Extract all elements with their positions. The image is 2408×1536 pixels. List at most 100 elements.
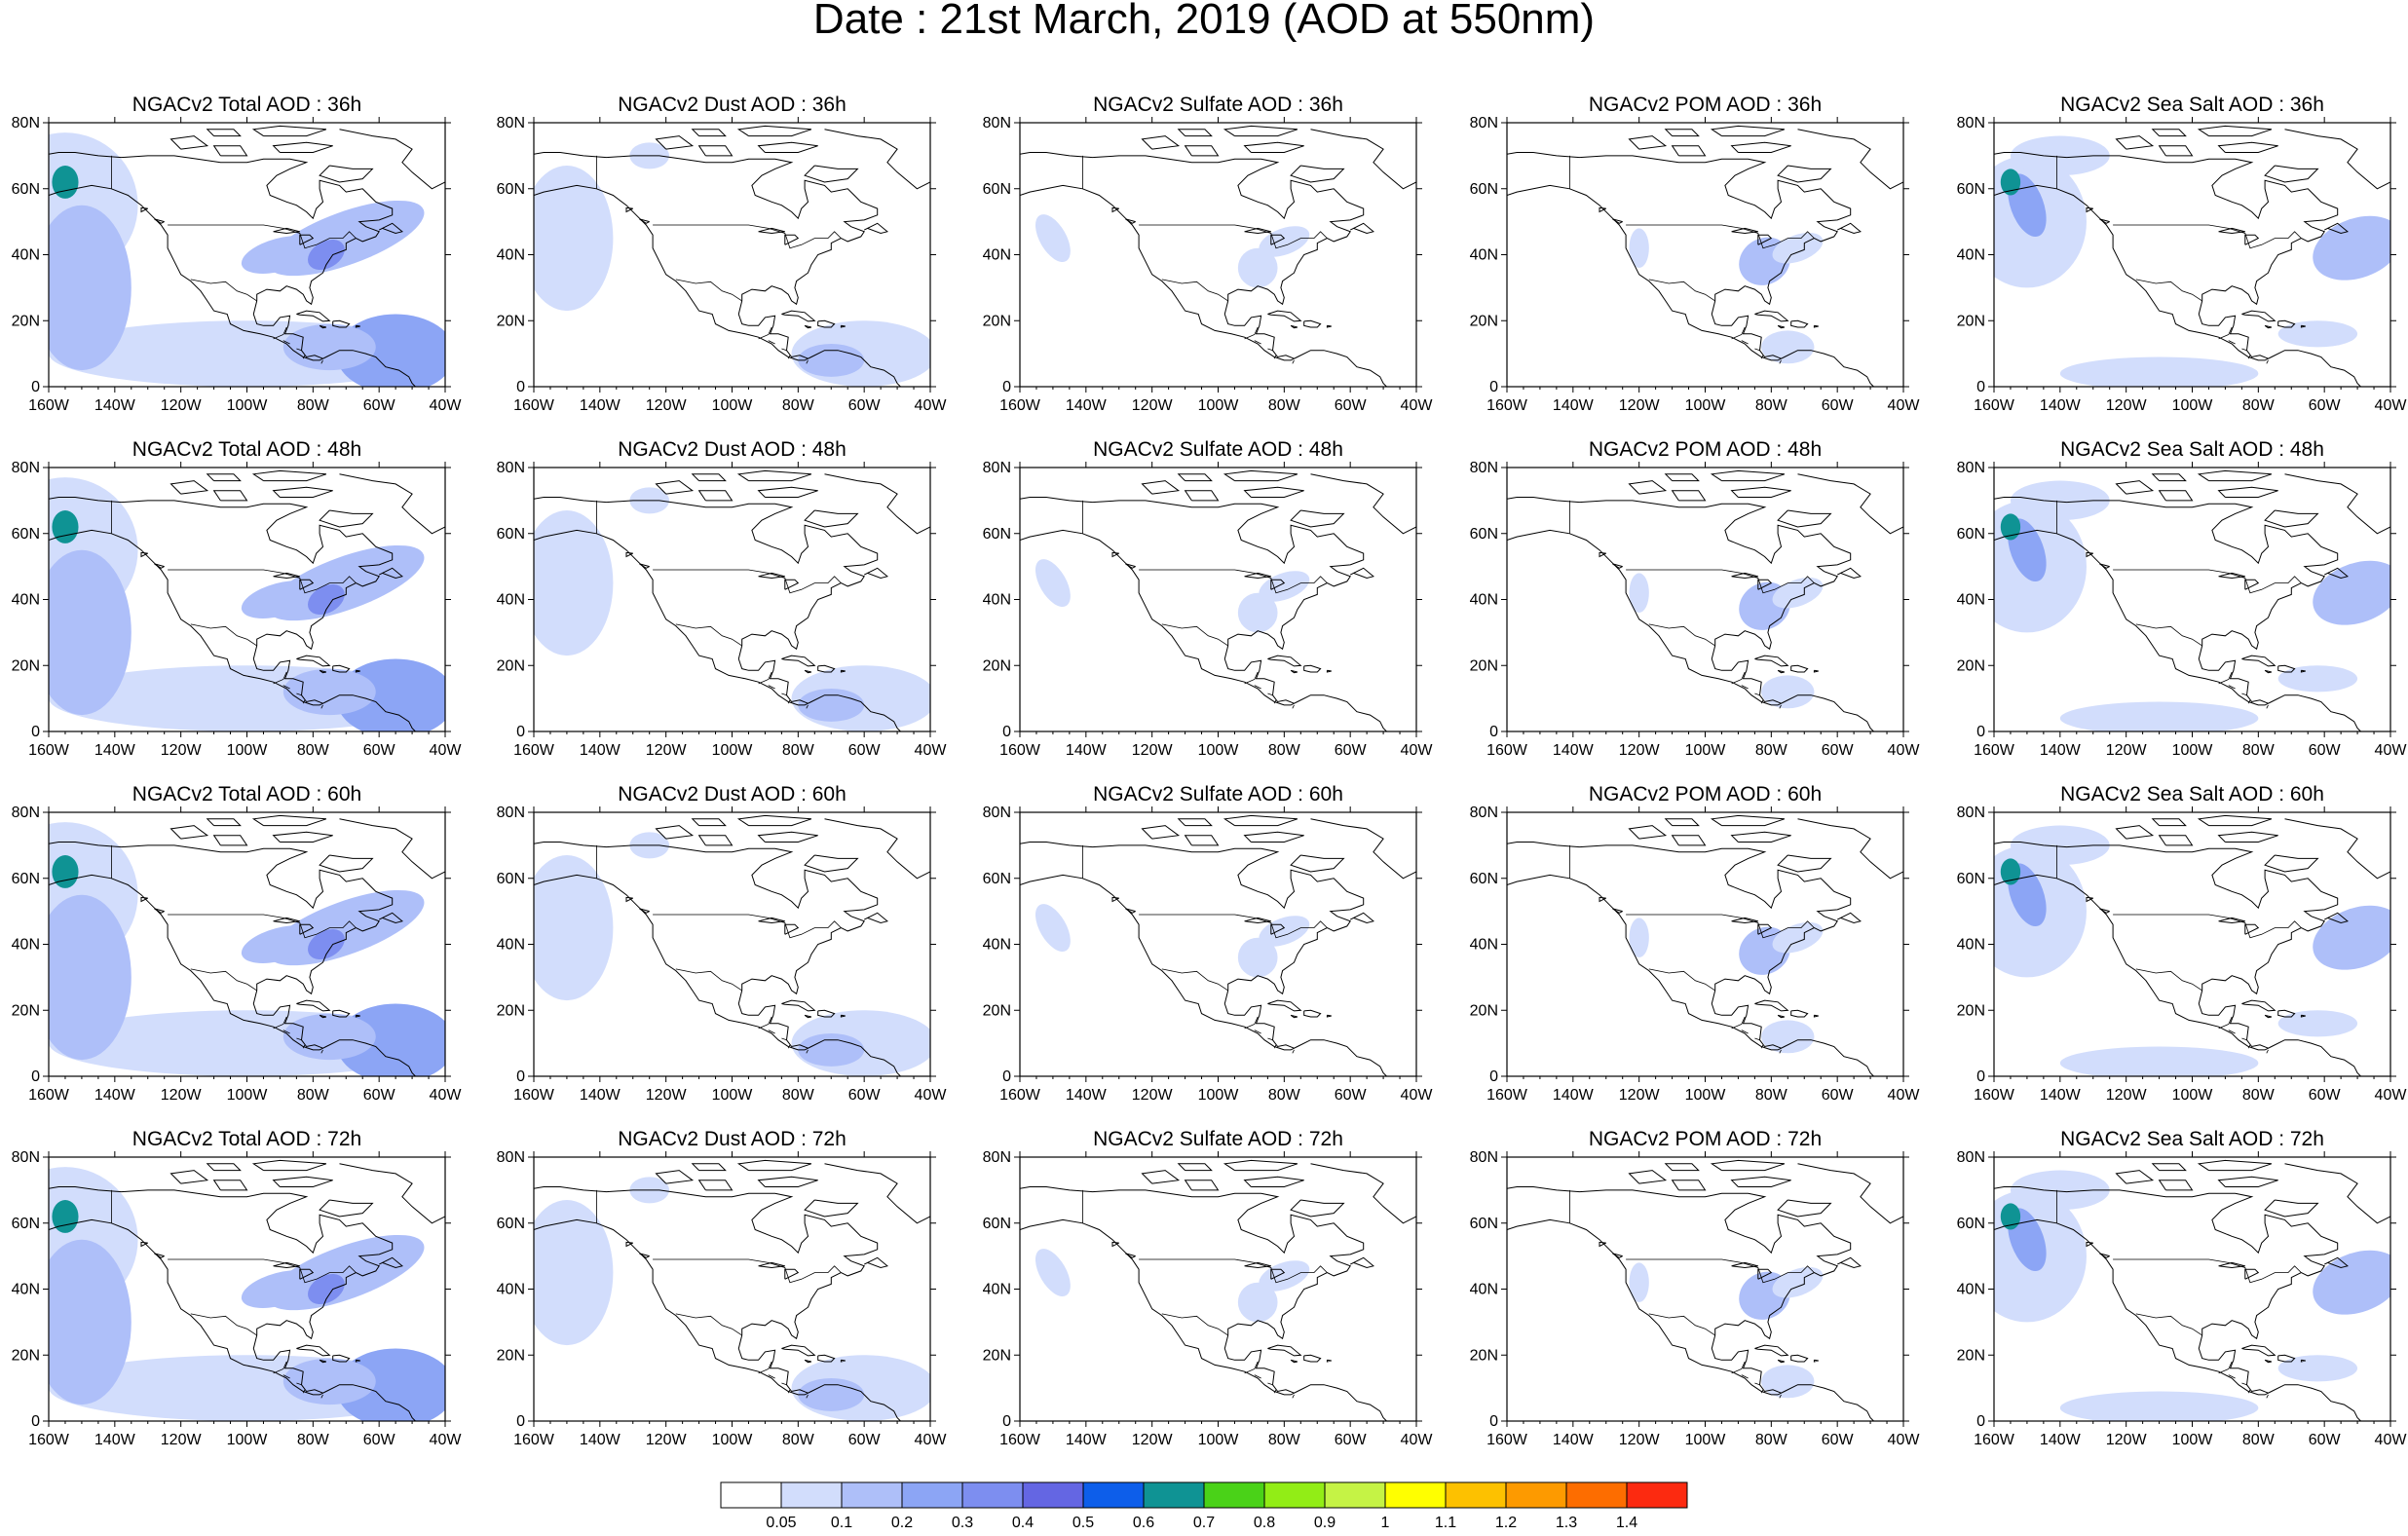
coastline [2244,923,2260,935]
coastline [273,572,300,580]
country-border [2241,1037,2247,1041]
coastline [1671,145,1707,157]
lon-tick-label: 160W [1974,397,2015,414]
country-border [2113,569,2302,594]
colorbar-label: 0.3 [952,1515,973,1531]
lon-tick-label: 40W [1888,742,1921,759]
coastline [1813,1014,1819,1018]
country-border [2135,623,2202,647]
lat-tick-label: 40N [1957,1282,1985,1298]
coastline [1310,123,1416,190]
lon-tick-label: 120W [1132,1432,1174,1448]
coastline [817,664,836,673]
country-border [2247,1044,2251,1049]
lon-tick-label: 140W [94,1087,136,1104]
coastline [737,300,809,359]
aod-region [2000,1203,2021,1230]
coastline [1710,125,1786,137]
coastline [296,1344,331,1357]
lat-tick-label: 0 [31,379,40,395]
colorbar-label: 0.6 [1133,1515,1154,1531]
colorbar-swatch [1505,1481,1567,1509]
country-border [1273,1389,1277,1394]
coastline [1270,1268,1286,1280]
aod-region [241,581,319,618]
coastline [1244,917,1271,924]
coastline [784,923,800,935]
coastline [1251,461,1343,468]
lon-tick-label: 120W [2106,1087,2148,1104]
lon-tick-label: 160W [999,1087,1041,1104]
colorbar-swatch [1324,1481,1386,1509]
aod-region [52,510,79,543]
coastline [1664,129,1700,137]
map-panel-total-3: NGACv2 Total AOD : 72h 160W 140W 120W 100W 80… [0,1128,487,1449]
coastline [737,645,809,704]
coastline [2099,908,2110,914]
coastline [1664,473,1700,482]
country-border [1139,224,1328,249]
country-border [1267,348,1273,352]
coastline [804,324,812,329]
lat-tick-label: 0 [1976,1068,1985,1085]
lon-tick-label: 40W [1401,1087,1434,1104]
lat-tick-label: 80N [12,115,40,131]
lon-tick-label: 60W [363,397,396,414]
country-border [1273,1044,1277,1049]
coastline [1125,908,1136,914]
coastline [332,1354,351,1363]
country-border [1626,914,1815,939]
lon-tick-label: 60W [2309,1432,2342,1448]
lat-tick-label: 0 [1976,379,1985,395]
lon-tick-label: 40W [1888,1432,1921,1448]
country-border [1760,1044,1764,1049]
coastline [252,1334,323,1394]
country-border [806,1394,809,1399]
aod-region [534,166,614,312]
colorbar-swatch [1143,1481,1205,1509]
country-border [1648,1313,1715,1336]
coastline [2158,490,2194,502]
country-border [1292,1049,1295,1054]
country-border [1244,1016,1259,1030]
lon-tick-label: 140W [1553,397,1595,414]
map-panel-pom-2: NGACv2 POM AOD : 60h 160W 140W 120W 100W 80W 6… [1458,783,1945,1105]
aod-region [282,323,376,371]
colorbar-swatch [1626,1481,1688,1509]
coastline [1994,874,2361,1076]
coastline [1711,1334,1782,1394]
map-panel-seasalt-2: NGACv2 Sea Salt AOD : 60h 160W 140W 120W 100… [1945,783,2408,1105]
coastline [1177,129,1213,137]
aod-region [798,343,865,377]
coastline [840,1359,846,1363]
coastline [1177,1163,1213,1172]
lon-tick-label: 60W [1335,742,1368,759]
coastline [273,227,300,235]
lon-tick-label: 140W [580,742,621,759]
country-border [1292,359,1295,364]
lon-tick-label: 160W [999,397,1041,414]
lat-tick-label: 20N [1470,1347,1498,1364]
coastline [736,814,812,827]
country-border [758,1016,772,1030]
coastline [1273,812,1322,813]
lat-tick-label: 80N [983,460,1011,476]
map-svg: 160W 140W 120W 100W 80W 60W 40W 0 20N 40N 60N 80N [983,1149,1434,1448]
coastline [49,1218,416,1421]
lon-tick-label: 60W [2309,742,2342,759]
coastline [758,917,785,924]
lon-tick-label: 160W [513,1087,555,1104]
coastline [1184,490,1220,502]
coastline [2198,300,2269,359]
lon-tick-label: 140W [94,1432,136,1448]
lon-tick-label: 100W [227,742,269,759]
lat-tick-label: 20N [983,657,1011,674]
aod-region [241,236,319,274]
lon-tick-label: 40W [2375,1432,2408,1448]
country-border [2247,699,2251,704]
coastline [296,655,331,667]
coastline [817,319,836,328]
lon-tick-label: 80W [297,1432,330,1448]
coastline [1507,842,1852,995]
